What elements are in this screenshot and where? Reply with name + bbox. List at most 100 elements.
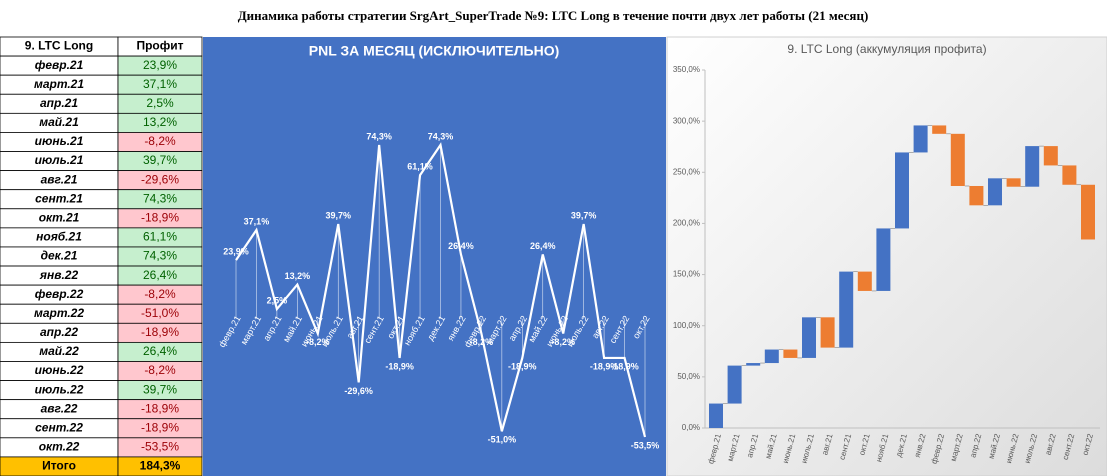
row-value: 39,7% <box>143 153 177 167</box>
line-panel <box>203 37 666 476</box>
data-label: -53,5% <box>631 440 660 450</box>
data-label: -29,6% <box>344 386 373 396</box>
bar <box>783 349 798 358</box>
data-label: 74,3% <box>428 131 454 141</box>
row-value: 37,1% <box>143 77 177 91</box>
row-label: авг.21 <box>41 172 78 186</box>
y-tick-label: 200,0% <box>673 219 700 228</box>
bar <box>727 365 742 404</box>
row-value: -8,2% <box>144 287 176 301</box>
bar <box>764 349 779 364</box>
row-label: июль.22 <box>35 382 84 396</box>
row-label: окт.22 <box>39 440 80 454</box>
row-label: февр.22 <box>35 287 84 301</box>
bar <box>913 125 928 153</box>
y-tick-label: 100,0% <box>673 321 700 330</box>
data-label: 74,3% <box>366 131 392 141</box>
data-label: 26,4% <box>448 241 474 251</box>
data-label: 61,1% <box>407 162 433 172</box>
y-tick-label: 350,0% <box>673 65 700 74</box>
row-value: -51,0% <box>141 306 179 320</box>
page-title: Динамика работы стратегии SrgArt_SuperTr… <box>238 8 869 23</box>
table-header: Профит <box>136 39 183 53</box>
row-label: май.22 <box>39 344 79 358</box>
bar <box>1043 146 1058 166</box>
row-value: 2,5% <box>146 96 174 110</box>
row-value: -18,9% <box>141 325 179 339</box>
row-value: 39,7% <box>143 382 177 396</box>
row-label: июнь.21 <box>35 134 84 148</box>
bar <box>709 403 723 428</box>
data-label: -18,9% <box>385 361 414 371</box>
table-cell <box>117 456 203 476</box>
data-label: -18,9% <box>590 361 619 371</box>
row-value: 26,4% <box>143 268 177 282</box>
row-label: дек.21 <box>41 249 78 263</box>
row-value: -53,5% <box>141 440 179 454</box>
data-label: 39,7% <box>571 210 597 220</box>
row-label: сент.21 <box>35 191 83 205</box>
row-label: март.21 <box>34 77 84 91</box>
bar <box>988 178 1002 206</box>
bar <box>1006 178 1021 187</box>
bar <box>1025 146 1040 187</box>
y-tick-label: 50,0% <box>677 372 700 381</box>
table-header: 9. LTC Long <box>25 39 93 53</box>
y-tick-label: 250,0% <box>673 167 700 176</box>
bar <box>857 271 872 291</box>
data-label: 26,4% <box>530 241 556 251</box>
bar <box>932 125 947 134</box>
data-label: 37,1% <box>244 216 270 226</box>
data-label: 39,7% <box>325 210 351 220</box>
bar <box>802 317 816 358</box>
waterfall-title: 9. LTC Long (аккумуляция профита) <box>787 42 986 56</box>
data-label: -8,2% <box>470 337 494 347</box>
row-value: 61,1% <box>143 230 177 244</box>
row-value: -8,2% <box>144 363 176 377</box>
y-tick-label: 0,0% <box>682 423 700 432</box>
bar <box>1062 165 1077 185</box>
row-label: июль.21 <box>35 153 84 167</box>
row-value: 26,4% <box>143 344 177 358</box>
data-label: -8,2% <box>306 337 330 347</box>
data-label: -18,9% <box>508 361 537 371</box>
data-label: -51,0% <box>488 435 517 445</box>
bar <box>969 185 984 206</box>
total-value: 184,3% <box>140 459 181 473</box>
row-value: -18,9% <box>141 210 179 224</box>
bar <box>839 271 854 348</box>
row-label: сент.22 <box>35 420 83 434</box>
bar <box>876 228 891 291</box>
row-value: 74,3% <box>143 249 177 263</box>
row-label: апр.21 <box>40 96 78 110</box>
data-label: 2,5% <box>267 295 288 305</box>
data-label: 13,2% <box>285 271 311 281</box>
row-value: -18,9% <box>141 420 179 434</box>
row-label: нояб.21 <box>36 230 82 244</box>
bar <box>820 317 835 348</box>
data-label: -8,2% <box>551 337 575 347</box>
y-tick-label: 150,0% <box>673 270 700 279</box>
row-label: янв.22 <box>39 268 79 282</box>
data-label: -18,9% <box>610 361 639 371</box>
bar <box>950 133 965 186</box>
row-value: -8,2% <box>144 134 176 148</box>
line-title: PNL ЗА МЕСЯЦ (ИСКЛЮЧИТЕЛЬНО) <box>309 43 560 59</box>
row-label: апр.22 <box>40 325 78 339</box>
data-label: 23,9% <box>223 247 249 257</box>
row-value: 13,2% <box>143 115 177 129</box>
row-label: май.21 <box>39 115 79 129</box>
row-label: февр.21 <box>35 58 84 72</box>
row-value: 74,3% <box>143 191 177 205</box>
y-tick-label: 300,0% <box>673 116 700 125</box>
row-value: -18,9% <box>141 401 179 415</box>
bar <box>746 363 761 366</box>
line <box>235 142 647 438</box>
row-value: 23,9% <box>143 58 177 72</box>
row-value: -29,6% <box>141 172 179 186</box>
bar <box>1081 184 1095 240</box>
row-label: март.22 <box>34 306 84 320</box>
row-label: июнь.22 <box>35 363 84 377</box>
row-label: авг.22 <box>41 401 78 415</box>
